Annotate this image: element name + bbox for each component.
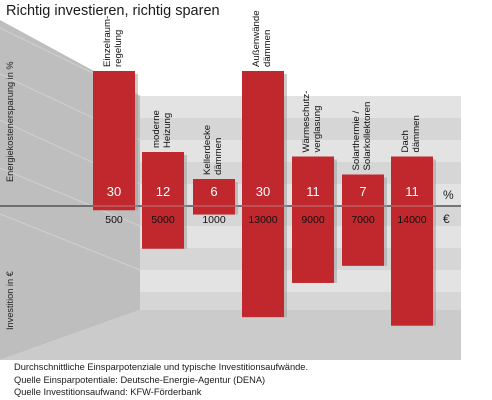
grid-band: [140, 96, 461, 118]
footer-source-investment: Quelle Investitionsaufwand: KFW-Förderba…: [14, 387, 202, 398]
percent-value-label: 11: [405, 184, 419, 199]
category-label-line: Kellerdecke: [202, 125, 213, 175]
bar-savings: [93, 71, 135, 206]
bar-investment: [193, 206, 235, 215]
category-label: Einzelraum-regelung: [102, 16, 124, 67]
euro-value-label: 9000: [301, 214, 325, 226]
wall-grid-line: [0, 167, 141, 227]
bar-savings: [193, 179, 235, 206]
bar-savings: [342, 174, 384, 206]
wall-grid-line: [0, 213, 141, 271]
category-label-line: moderne: [151, 110, 162, 148]
bar-shadow: [135, 74, 138, 211]
bar-shadow: [235, 182, 238, 215]
category-label: Außenwände dämmen: [251, 10, 273, 67]
bar-investment: [242, 206, 284, 318]
category-label-line: Außenwände: [251, 10, 262, 67]
category-label-line: Solarthermie /: [351, 110, 362, 170]
percent-value-label: 30: [107, 184, 121, 199]
category-label: Solarthermie / Solarkollektoren: [351, 102, 373, 171]
unit-label-euro: €: [443, 212, 450, 226]
euro-value-label: 500: [105, 214, 123, 226]
category-label: Kellerdecke dämmen: [202, 125, 224, 175]
footer-source-savings: Quelle Einsparpotentiale: Deutsche-Energ…: [14, 374, 266, 385]
footer-description: Durchschnittliche Einsparpotenziale und …: [14, 362, 309, 372]
chart-footer: Durchschnittliche Einsparpotenziale und …: [14, 361, 308, 399]
percent-value-label: 6: [210, 184, 217, 199]
chart-canvas: Energiekostenersparung in % Investition i…: [0, 10, 461, 360]
category-label-line: verglasung: [312, 106, 323, 153]
bar-investment: [93, 206, 135, 211]
euro-value-label: 5000: [151, 214, 175, 226]
bar-savings: [391, 156, 433, 206]
bar-shadow: [284, 74, 287, 318]
labels-group: % €30 500 Einzelraum-regelung 12 5000 moderne H…: [102, 10, 454, 226]
category-label-line: dämmen: [213, 138, 224, 175]
bar-investment: [142, 206, 184, 249]
euro-value-label: 1000: [202, 214, 226, 226]
axis-labels: Energiekostenersparung in % Investition i…: [5, 61, 15, 330]
floor: [0, 310, 461, 360]
bar-savings: [242, 71, 284, 206]
unit-label-percent: %: [443, 188, 454, 202]
bar-shadow: [184, 155, 187, 249]
category-label-line: dämmen: [411, 115, 422, 152]
percent-value-label: 12: [156, 184, 170, 199]
percent-value-label: 11: [306, 184, 320, 199]
bar-investment: [342, 206, 384, 266]
percent-value-label: 30: [256, 184, 270, 199]
bar-investment: [391, 206, 433, 326]
category-label-line: Wärmeschutz-: [301, 91, 312, 153]
bar-savings: [292, 156, 334, 206]
y-axis-label-top: Energiekostenersparung in %: [5, 61, 15, 182]
chart-title: Richtig investieren, richtig sparen: [6, 3, 220, 19]
bar-shadow: [334, 159, 337, 283]
grid-band: [140, 140, 461, 162]
bar-investment: [292, 206, 334, 283]
category-label: Dach dämmen: [400, 115, 422, 152]
euro-value-label: 13000: [248, 214, 277, 226]
category-label: Wärmeschutz-verglasung: [301, 91, 323, 153]
category-label-line: Einzelraum-: [102, 16, 113, 67]
category-label-line: Solarkollektoren: [362, 102, 373, 171]
percent-value-label: 7: [359, 184, 366, 199]
category-label-line: regelung: [113, 30, 124, 67]
euro-value-label: 7000: [351, 214, 375, 226]
bar-shadow: [433, 159, 436, 326]
bar-shadow: [384, 177, 387, 266]
category-label-line: dämmen: [262, 30, 273, 67]
bars-group: [93, 71, 436, 326]
euro-value-label: 14000: [397, 214, 426, 226]
bar-savings: [142, 152, 184, 206]
category-label-line: Heizung: [162, 113, 173, 148]
y-axis-label-bottom: Investition in €: [5, 271, 15, 330]
category-label: moderne Heizung: [151, 110, 173, 148]
category-label-line: Dach: [400, 130, 411, 152]
